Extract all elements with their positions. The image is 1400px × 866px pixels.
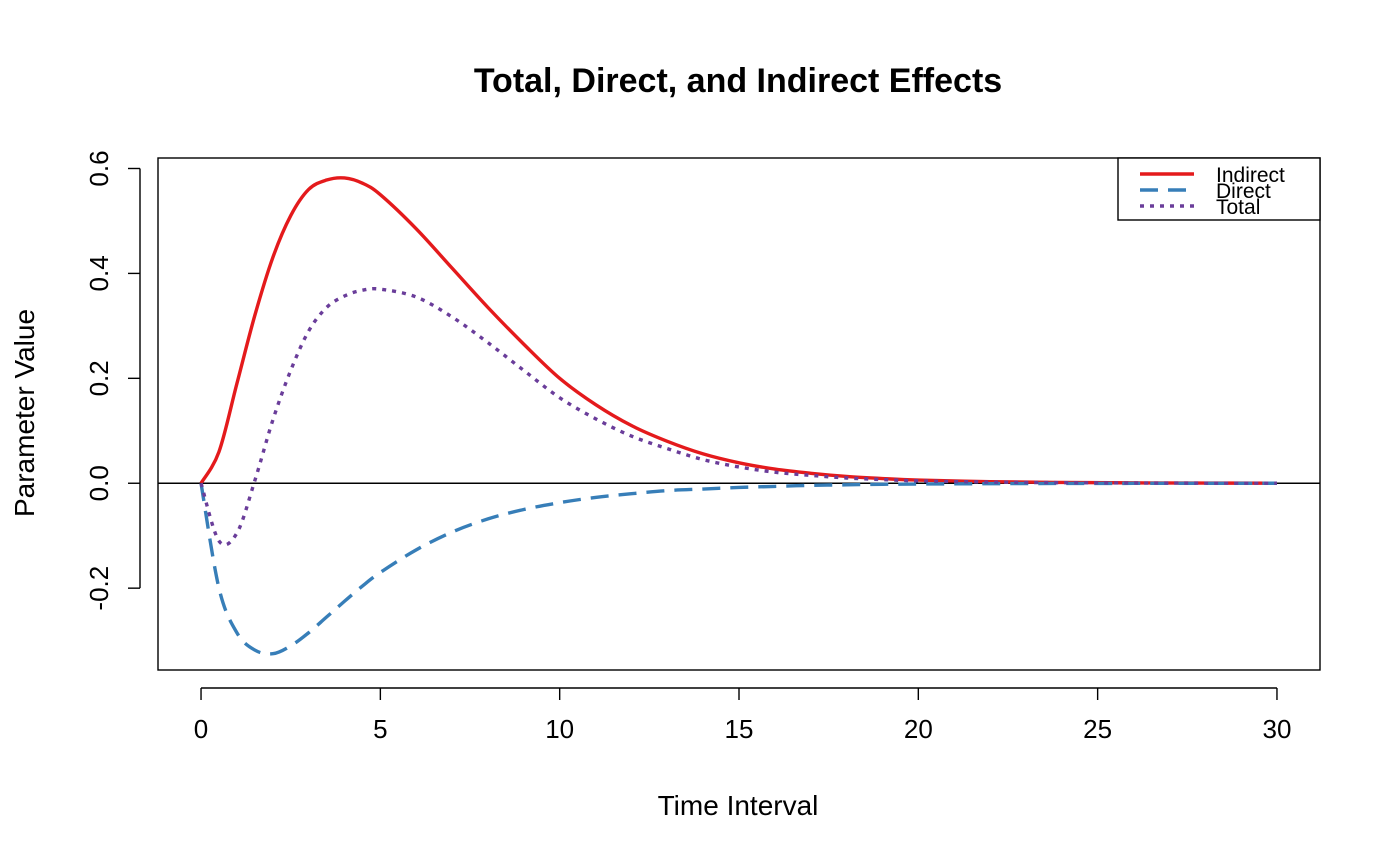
x-axis-label: Time Interval [658,790,819,821]
series-layer [158,176,1320,656]
series-line-total [199,286,1277,547]
x-axis: 0 5 10 15 20 25 30 [194,687,1292,744]
y-tick-label: 0.6 [84,150,114,186]
y-tick-label: 0.4 [84,255,114,291]
legend-label-total: Total [1216,196,1260,219]
y-tick-label: 0.0 [84,465,114,501]
series-line-indirect [199,176,1277,485]
legend-label-direct: Direct [1216,180,1271,203]
x-tick-label: 10 [545,714,574,744]
x-tick-label: 0 [194,714,208,744]
x-tick-label: 20 [904,714,933,744]
x-tick-label: 15 [725,714,754,744]
y-tick-label: -0.2 [84,566,114,611]
series-line-direct [199,481,1277,656]
x-tick-label: 30 [1263,714,1292,744]
chart-title: Total, Direct, and Indirect Effects [474,62,1002,100]
plot-frame [157,157,1321,671]
x-tick-label: 5 [373,714,387,744]
y-axis: -0.2 0.0 0.2 0.4 0.6 [84,150,141,611]
x-tick-label: 25 [1083,714,1112,744]
y-tick-label: 0.2 [84,360,114,396]
legend-label-indirect: Indirect [1216,164,1285,187]
y-axis-label: Parameter Value [9,309,40,517]
